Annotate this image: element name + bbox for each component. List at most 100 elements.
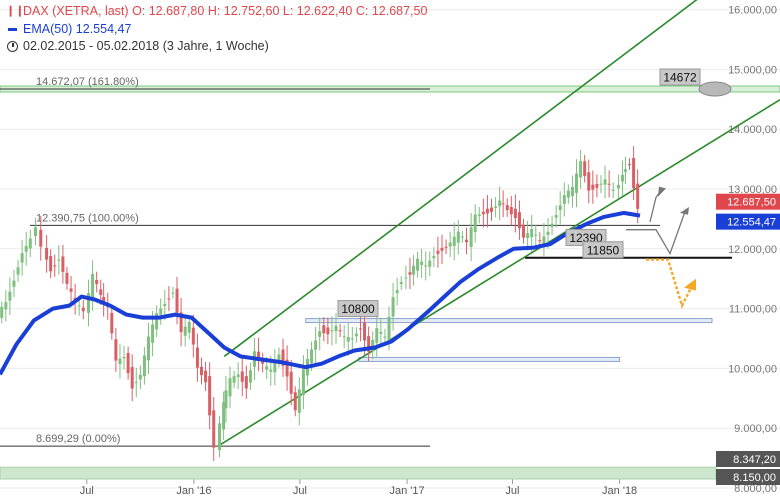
candle-body [538, 240, 542, 242]
candle-body [358, 328, 362, 330]
candle-body [611, 189, 615, 191]
x-tick-label: Jan '17 [389, 485, 424, 497]
candle-body [134, 382, 138, 384]
candle-body [562, 195, 566, 204]
candle-body [346, 336, 350, 342]
candle-body [623, 169, 627, 172]
candle-body [579, 161, 583, 178]
candle-body [281, 349, 285, 366]
candle-body [114, 339, 118, 361]
candle-body [12, 280, 16, 287]
candle-body [39, 229, 43, 247]
candle-body [603, 179, 607, 185]
candle-body [583, 161, 587, 176]
candle-body [460, 236, 464, 238]
candle-body [526, 233, 530, 238]
arrow-head-icon [680, 206, 689, 215]
candle-body [118, 358, 122, 365]
annotation-text: 11850 [587, 243, 620, 257]
candle-body [199, 366, 203, 376]
candle-body [28, 238, 32, 249]
annotation-text: 10800 [341, 302, 375, 316]
y-tick-label: 14.000,00 [728, 124, 777, 136]
price-tag-band [716, 451, 780, 467]
candle-body [0, 306, 4, 318]
price-tag-text: 8.347,20 [733, 454, 776, 466]
candle-body [142, 355, 146, 377]
y-tick-label: 9.000,00 [734, 423, 777, 435]
candle-body [420, 261, 424, 265]
candle-body [440, 247, 444, 251]
candle-body [81, 307, 85, 312]
fib-level-label: 12.390,75 (100.00%) [36, 212, 139, 224]
candle-body [269, 369, 273, 372]
candle-body [95, 280, 99, 285]
annotation-box [659, 68, 701, 86]
price-tag-text: 12.554,47 [727, 217, 776, 229]
candle-body [16, 267, 20, 275]
candle-body [318, 331, 322, 337]
legend-instrument-row: ❙❙ DAX (XETRA, last) O: 12.687,80 H: 12.… [6, 3, 427, 21]
candle-body [236, 374, 240, 378]
annotation-box [582, 241, 624, 259]
support-box [358, 356, 621, 362]
candle-body [513, 208, 517, 219]
arrow-head-icon [684, 278, 696, 291]
candle-body [171, 292, 175, 294]
candle-body [122, 357, 126, 359]
candle-body [387, 316, 391, 341]
candle-body [232, 376, 236, 383]
candle-body [628, 164, 632, 166]
candle-body [314, 340, 318, 350]
candle-body [379, 331, 383, 334]
price-tag-text: 8.150,00 [733, 472, 776, 484]
ema-value: EMA(50) 12.554,47 [23, 21, 132, 36]
y-tick-label: 15.000,00 [728, 64, 777, 76]
ema-line-icon [8, 27, 17, 31]
candle-body [490, 207, 494, 212]
candle-body [632, 158, 636, 189]
candle-body [591, 184, 595, 190]
candle-body [494, 206, 498, 208]
price-tag-last [716, 193, 780, 210]
candle-body [509, 207, 513, 215]
candle-body [99, 289, 103, 296]
candle-body [155, 313, 159, 330]
candle-body [175, 288, 179, 313]
clock-icon [7, 41, 18, 53]
y-tick-label: 16.000,00 [728, 5, 777, 17]
bottom-band [0, 466, 717, 480]
candle-body [4, 302, 8, 310]
ema-line [0, 210, 641, 376]
arrow-head-icon [658, 186, 666, 197]
candle-body [481, 211, 485, 215]
candle-body [187, 321, 191, 333]
candle-body [326, 327, 330, 335]
candle-body [277, 354, 281, 361]
candle-body [636, 183, 640, 209]
candle-body [383, 336, 387, 338]
candle-body [8, 291, 12, 301]
x-tick-label: Jul [505, 485, 519, 497]
candle-body [322, 325, 326, 334]
candle-body [477, 214, 481, 216]
candle-body [464, 239, 468, 243]
scenario-arrow-down [646, 258, 694, 309]
candle-body [183, 326, 187, 336]
candle-body [301, 369, 305, 395]
candle-body [224, 390, 228, 409]
candle-body [342, 336, 346, 338]
candle-body [399, 282, 403, 284]
candle-body [208, 376, 212, 416]
candle-body [273, 361, 277, 373]
x-tick-label: Jul [80, 485, 94, 497]
candle-body [53, 265, 57, 267]
candle-body [289, 371, 293, 394]
candle-body [257, 351, 261, 358]
candle-body [297, 389, 301, 413]
candle-body [432, 256, 436, 259]
annotation-14672: 14672 [659, 68, 701, 86]
candle-body [195, 347, 199, 368]
